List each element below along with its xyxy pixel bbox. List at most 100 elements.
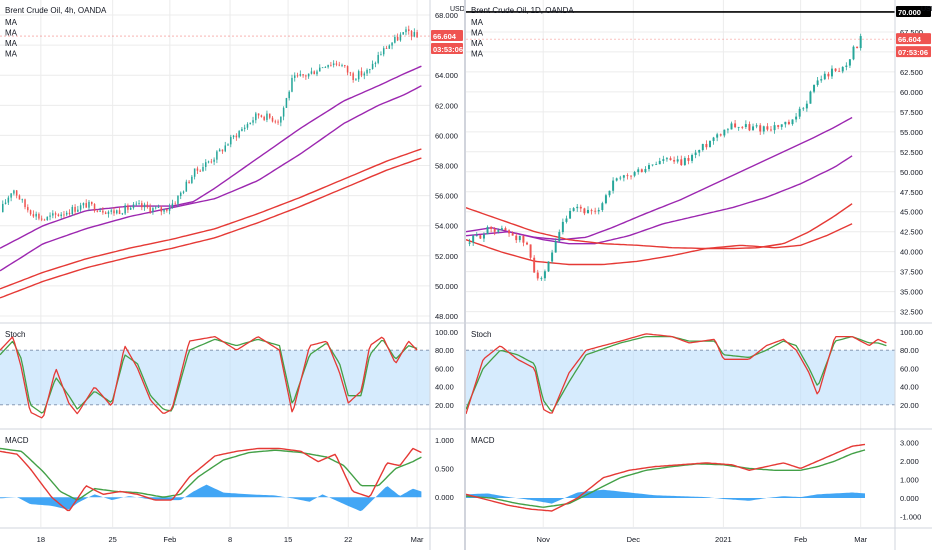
time-tick-label: 18 [37, 535, 45, 544]
alert-label: 70.000 [898, 8, 921, 17]
candle-body [805, 103, 808, 109]
candle-body [391, 42, 393, 46]
candle-body [74, 206, 76, 212]
candle-body [407, 29, 410, 31]
candle-body [515, 235, 518, 241]
candle-body [249, 122, 252, 125]
candle-body [174, 203, 176, 205]
candle-body [90, 201, 93, 205]
candle-body [834, 68, 837, 71]
price-tick-label: 67.500 [900, 28, 923, 37]
price-tick-label: 54.000 [435, 222, 458, 231]
candle-body [405, 29, 407, 33]
candle-body [82, 203, 85, 206]
candle-body [619, 177, 622, 179]
candle-body [29, 210, 32, 215]
macd-tick-label: 0.000 [900, 494, 919, 503]
candle-body [734, 123, 737, 128]
macd-histogram [0, 484, 422, 512]
price-tick-label: 45.000 [900, 208, 923, 217]
candle-body [823, 73, 826, 80]
candle-body [232, 135, 235, 138]
candle-body [773, 125, 776, 131]
candle-body [246, 124, 249, 128]
time-tick-label: Feb [794, 535, 807, 544]
candle-body [827, 73, 830, 77]
macd-histogram [466, 489, 865, 504]
candle-body [363, 73, 366, 76]
candle-body [160, 207, 163, 212]
candle-body [511, 233, 514, 236]
candle-body [99, 210, 101, 212]
macd-tick-label: 2.000 [900, 457, 919, 466]
ma-legend-label: MA [471, 29, 484, 38]
candle-body [604, 195, 607, 204]
ma-legend-label: MA [5, 39, 18, 48]
candle-body [216, 151, 218, 160]
price-tick-label: 58.000 [435, 162, 458, 171]
last-price-label: 66.604 [433, 32, 457, 41]
candle-body [310, 71, 313, 74]
candle-body [759, 125, 762, 132]
candle-body [669, 158, 672, 161]
ma-legend-label: MA [471, 39, 484, 48]
candle-body [698, 150, 701, 153]
candle-body [497, 230, 500, 232]
stoch-tick-label: 60.00 [435, 364, 454, 373]
candle-body [630, 175, 633, 177]
candle-body [413, 32, 416, 37]
candle-body [171, 203, 174, 208]
candle-body [752, 126, 755, 131]
candle-body [230, 137, 232, 145]
candle-body [787, 121, 790, 125]
candle-body [166, 209, 168, 211]
candle-body [113, 210, 115, 214]
ma-line-4 [0, 157, 422, 299]
candle-body [10, 193, 12, 198]
countdown-tag [431, 43, 463, 55]
candle-body [543, 271, 546, 279]
candle-body [388, 45, 391, 49]
candle-body [127, 205, 129, 210]
candle-body [285, 98, 288, 108]
candle-body [124, 205, 126, 214]
candle-body [708, 140, 711, 148]
candle-body [615, 178, 618, 181]
candle-body [680, 159, 683, 166]
candle-body [65, 212, 68, 215]
macd-tick-label: 0.000 [435, 493, 454, 502]
candle-body [266, 113, 268, 120]
stoch-tick-label: 40.00 [435, 383, 454, 392]
candle-body [601, 203, 604, 211]
chart-divider [464, 0, 466, 550]
price-tick-label: 60.000 [435, 131, 458, 140]
candle-body [547, 261, 550, 272]
candle-body [859, 36, 862, 49]
candle-body [88, 201, 90, 208]
candle-body [288, 91, 290, 99]
price-tick-label: 47.500 [900, 188, 923, 197]
candle-body [701, 143, 704, 151]
candle-body [569, 210, 572, 219]
candle-body [149, 207, 151, 213]
candle-body [43, 219, 46, 221]
candle-body [346, 66, 349, 73]
candle-body [841, 67, 844, 72]
candle-body [324, 67, 327, 69]
candle-body [60, 214, 62, 217]
candle-body [274, 121, 277, 123]
time-tick-label: Nov [537, 535, 551, 544]
candle-body [191, 176, 193, 183]
stoch-band [466, 350, 895, 405]
macd-signal-line [0, 447, 422, 501]
candle-body [622, 175, 625, 178]
price-tick-label: 57.500 [900, 108, 923, 117]
candle-body [640, 169, 643, 172]
candle-body [57, 214, 60, 217]
candle-body [529, 244, 532, 258]
candle-body [146, 204, 149, 208]
price-tick-label: 35.000 [900, 288, 923, 297]
candle-body [380, 54, 382, 56]
candle-body [416, 32, 418, 38]
